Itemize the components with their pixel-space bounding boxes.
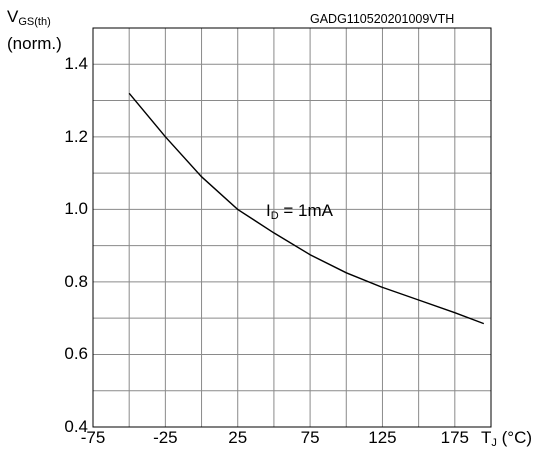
y-tick-label: 0.8 bbox=[64, 271, 88, 291]
y-tick-label: 0.6 bbox=[64, 344, 88, 364]
x-tick-label: 75 bbox=[300, 428, 320, 447]
vgs-th-curve bbox=[128, 92, 485, 325]
x-axis-label-unit: (°C) bbox=[496, 428, 533, 447]
annotation-sub: D bbox=[270, 210, 279, 222]
curve-annotation: ID = 1mA bbox=[266, 201, 333, 226]
y-axis-label: VGS(th) (norm.) bbox=[7, 6, 62, 55]
y-tick-label: 1.2 bbox=[64, 126, 88, 146]
y-tick-label: 0.4 bbox=[64, 417, 88, 436]
y-axis-label-unit: (norm.) bbox=[7, 34, 62, 53]
x-axis-label-sub: J bbox=[491, 437, 497, 449]
x-tick-label: -25 bbox=[153, 428, 178, 447]
y-tick-label: 1.0 bbox=[64, 199, 88, 219]
grid bbox=[92, 27, 492, 428]
x-tick-label: 125 bbox=[368, 428, 397, 447]
y-axis-label-main: V bbox=[7, 7, 19, 26]
plot-frame bbox=[92, 27, 492, 428]
x-axis-label: TJ (°C) bbox=[481, 428, 532, 453]
x-tick-label: 175 bbox=[440, 428, 469, 447]
y-axis-label-sub: GS(th) bbox=[18, 16, 51, 28]
y-tick-label: 1.4 bbox=[64, 54, 88, 74]
annotation-main: I bbox=[266, 201, 271, 220]
x-tick-label: -75 bbox=[80, 428, 106, 447]
figure-code: GADG110520201009VTH bbox=[310, 12, 455, 26]
x-axis-label-main: T bbox=[481, 428, 492, 447]
x-tick-label: 25 bbox=[228, 428, 248, 447]
annotation-rest: = 1mA bbox=[278, 201, 334, 220]
